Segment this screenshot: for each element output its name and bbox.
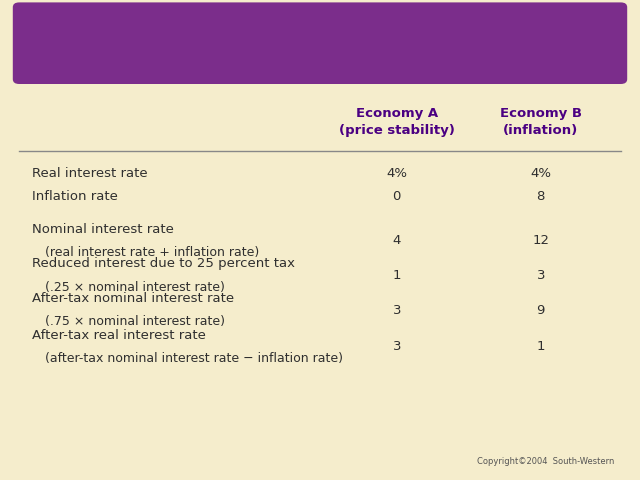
- Text: Copyright©2004  South-Western: Copyright©2004 South-Western: [477, 456, 614, 466]
- Text: (real interest rate + inflation rate): (real interest rate + inflation rate): [45, 246, 259, 259]
- Text: 4%: 4%: [531, 167, 551, 180]
- Text: 8: 8: [536, 190, 545, 204]
- Text: (.25 × nominal interest rate): (.25 × nominal interest rate): [45, 280, 225, 294]
- Text: Real interest rate: Real interest rate: [32, 167, 148, 180]
- Text: (after-tax nominal interest rate − inflation rate): (after-tax nominal interest rate − infla…: [45, 351, 343, 365]
- Text: 12: 12: [532, 234, 549, 248]
- Text: 3: 3: [392, 303, 401, 317]
- Text: Nominal interest rate: Nominal interest rate: [32, 223, 174, 236]
- Text: After-tax nominal interest rate: After-tax nominal interest rate: [32, 292, 234, 305]
- Text: Economy B
(inflation): Economy B (inflation): [500, 108, 582, 137]
- Text: 0: 0: [392, 190, 401, 204]
- Text: 1: 1: [392, 269, 401, 282]
- Text: After-tax real interest rate: After-tax real interest rate: [32, 328, 206, 342]
- Text: (.75 × nominal interest rate): (.75 × nominal interest rate): [45, 315, 225, 328]
- Text: 3: 3: [392, 340, 401, 353]
- Text: Table 1 How Inflation Raises the Tax Burden on
Saving: Table 1 How Inflation Raises the Tax Bur…: [35, 18, 605, 63]
- Text: Economy A
(price stability): Economy A (price stability): [339, 108, 455, 137]
- Text: 4: 4: [392, 234, 401, 248]
- Text: 1: 1: [536, 340, 545, 353]
- Text: 9: 9: [536, 303, 545, 317]
- Text: Reduced interest due to 25 percent tax: Reduced interest due to 25 percent tax: [32, 257, 295, 271]
- Text: Inflation rate: Inflation rate: [32, 190, 118, 204]
- Text: 3: 3: [536, 269, 545, 282]
- Text: 4%: 4%: [387, 167, 407, 180]
